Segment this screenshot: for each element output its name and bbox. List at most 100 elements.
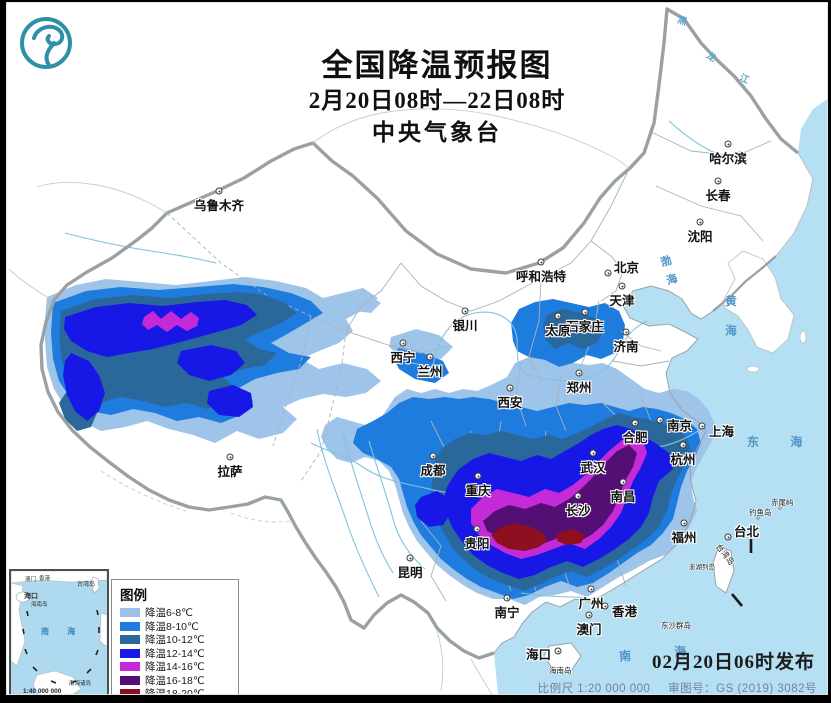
city-dot-icon	[656, 416, 664, 424]
city-label: 西宁	[390, 351, 416, 365]
city-label: 长春	[705, 189, 731, 203]
city-label: 西安	[497, 396, 523, 410]
legend-label: 降温16-18℃	[145, 674, 205, 687]
city-label: 昆明	[397, 566, 423, 580]
city-label: 济南	[613, 340, 639, 354]
city-label: 石家庄	[566, 320, 604, 334]
sea-label-east-china-sea: 东 海	[747, 435, 817, 449]
city-label: 贵阳	[464, 537, 490, 551]
legend-row: 降温6-8℃	[120, 606, 231, 620]
city-dot-icon	[399, 339, 407, 347]
city-label: 香港	[612, 605, 638, 619]
border-korea-segment	[712, 255, 777, 312]
legend-title: 图例	[120, 588, 147, 603]
city-dot-icon	[581, 308, 589, 316]
city-label: 武汉	[580, 461, 606, 475]
coastline	[493, 285, 714, 654]
legend-row: 降温10-12℃	[120, 633, 231, 647]
city-label: 福州	[671, 531, 697, 545]
map-meta: 比例尺 1:20 000 000 审图号：GS (2019) 3082号	[499, 680, 817, 695]
boundary-dashes	[731, 539, 753, 607]
city-dot-icon	[601, 602, 609, 610]
inset-label-macau: 澳门	[25, 577, 37, 583]
city-dot-icon	[698, 422, 706, 430]
city-label: 长沙	[565, 504, 591, 518]
city-label: 郑州	[566, 381, 592, 395]
legend-row: 降温12-14℃	[120, 647, 231, 661]
city-dot-icon	[461, 307, 469, 315]
foreign-borders	[8, 108, 630, 694]
city-label: 天津	[609, 294, 635, 308]
zone-cooling-16-18	[483, 445, 637, 547]
legend-row: 降温18-20℃	[120, 687, 231, 694]
page-title: 全国降温预报图	[321, 48, 553, 83]
city-dot-icon	[474, 472, 482, 480]
city-dot-icon	[587, 585, 595, 593]
inset-label-hainan: 海南岛	[31, 602, 48, 608]
city-label: 南京	[667, 419, 693, 433]
city-label: 杭州	[670, 453, 696, 467]
inset-scale: 1:40 000 000	[23, 688, 62, 695]
south-china-sea-inset: 澳门 香港 台湾岛 海口 海南岛 南 海 南海诸岛 1:40 000 000	[9, 569, 109, 695]
tsushima-island	[799, 330, 807, 344]
legend-label: 降温10-12℃	[145, 634, 205, 647]
legend: 图例 降温6-8℃ 降温8-10℃ 降温10-12℃ 降温12-14℃ 降温14…	[111, 579, 239, 694]
city-label: 银川	[452, 319, 478, 333]
city-dot-icon	[215, 187, 223, 195]
agency-name: 中央气象台	[372, 120, 502, 145]
island-label-penghu: 澎湖列岛	[689, 564, 715, 571]
city-dot-icon	[473, 525, 481, 533]
legend-row: 降温8-10℃	[120, 620, 231, 634]
taiwan-island-shape	[712, 545, 735, 594]
legend-swatch	[120, 689, 140, 694]
city-dot-icon	[589, 449, 597, 457]
jeju-island	[746, 365, 760, 373]
legend-swatch	[120, 621, 140, 631]
city-dot-icon	[679, 441, 687, 449]
legend-label: 降温8-10℃	[145, 620, 199, 633]
city-label: 成都	[420, 464, 446, 478]
national-border	[39, 7, 800, 660]
city-dot-icon	[575, 369, 583, 377]
island-label-hainan: 海南岛	[549, 666, 572, 675]
city-label: 哈尔滨	[709, 152, 747, 166]
zone-cooling-18-20	[491, 523, 585, 551]
release-time: 02月20日06时发布	[651, 652, 815, 673]
map-canvas: 全国降温预报图 2月20日08时—22日08时 中央气象台 乌鲁木齐 哈尔滨 长…	[7, 3, 827, 695]
city-label: 乌鲁木齐	[193, 199, 245, 213]
city-dot-icon	[724, 533, 732, 541]
sea-label-yellow-sea: 黄海	[724, 295, 736, 354]
inset-label-taiwan: 台湾岛	[77, 582, 96, 588]
map-scale: 比例尺 1:20 000 000	[537, 683, 651, 695]
legend-label: 降温12-14℃	[145, 647, 205, 660]
city-label: 呼和浩特	[515, 270, 567, 284]
hainan-island-shape	[543, 642, 582, 672]
city-dot-icon	[696, 218, 704, 226]
city-dot-icon	[503, 594, 511, 602]
city-label: 南宁	[494, 606, 520, 620]
city-dot-icon	[429, 452, 437, 460]
island-label-dongsha: 东沙群岛	[661, 621, 691, 630]
inset-label-hongkong: 香港	[39, 576, 51, 582]
map-stage: 全国降温预报图 2月20日08时—22日08时 中央气象台 乌鲁木齐 哈尔滨 长…	[6, 2, 828, 695]
city-label: 太原	[545, 324, 571, 338]
city-label: 重庆	[465, 484, 491, 498]
city-dot-icon	[622, 328, 630, 336]
diaoyu-island-dot	[756, 516, 760, 520]
legend-swatch	[120, 648, 140, 658]
city-dot-icon	[585, 611, 593, 619]
city-label: 广州	[578, 597, 604, 611]
city-label: 拉萨	[217, 465, 243, 479]
city-dot-icon	[604, 269, 612, 277]
city-label: 沈阳	[687, 230, 713, 244]
title-block: 全国降温预报图 2月20日08时—22日08时 中央气象台	[271, 47, 603, 149]
city-dot-icon	[618, 282, 626, 290]
city-dot-icon	[537, 258, 545, 266]
city-dot-icon	[554, 647, 562, 655]
city-dot-icon	[226, 453, 234, 461]
city-dot-icon	[631, 419, 639, 427]
city-dot-icon	[680, 519, 688, 527]
china-weather-map	[8, 7, 827, 694]
map-approval-number: 审图号：GS (2019) 3082号	[668, 683, 817, 695]
island-label-chiwei: 赤尾屿	[771, 498, 794, 507]
